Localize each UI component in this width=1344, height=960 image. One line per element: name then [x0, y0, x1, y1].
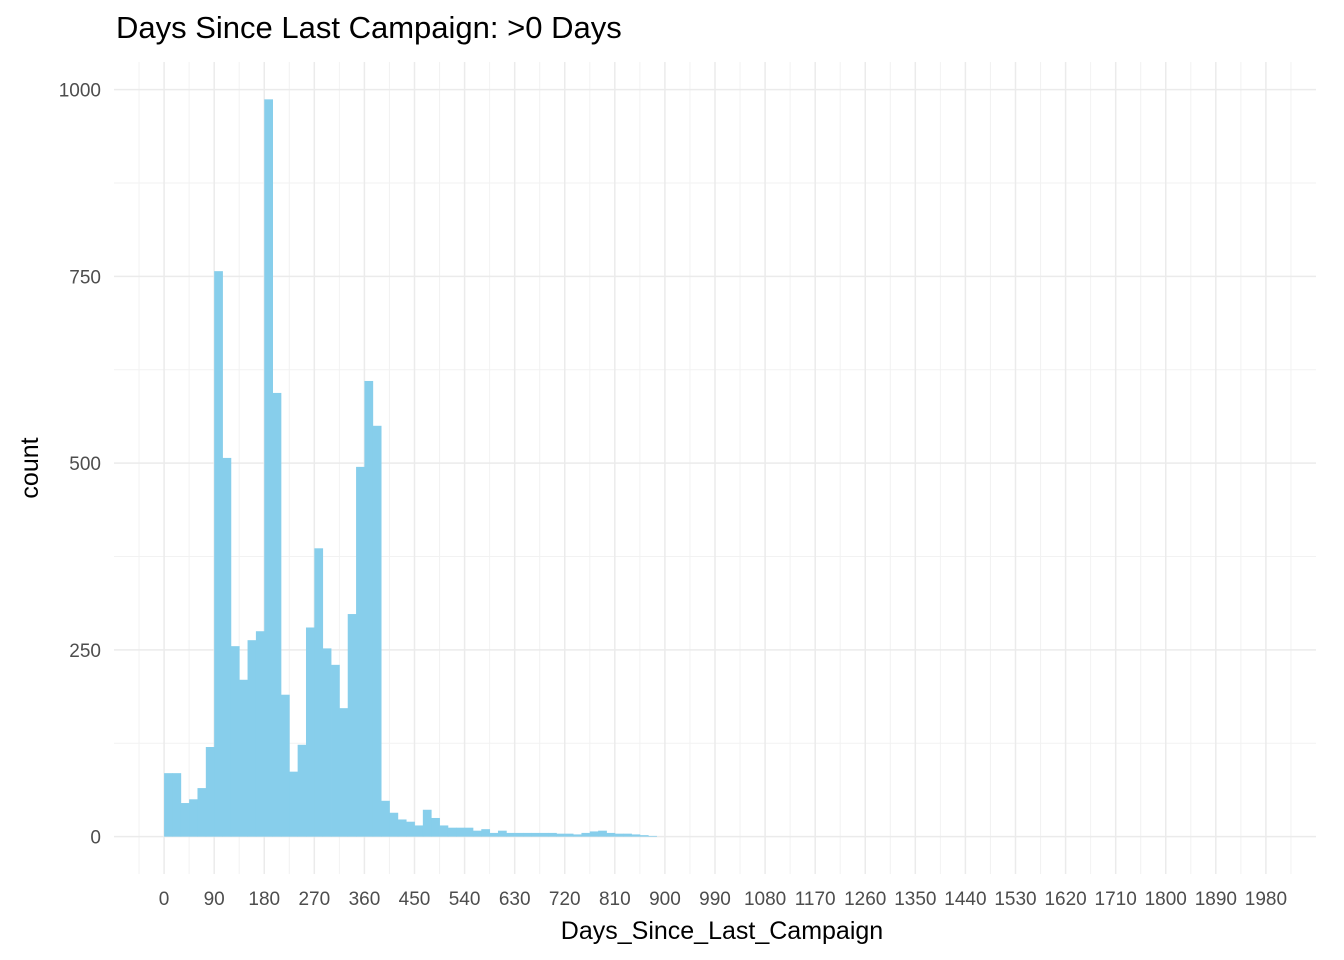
histogram-bar — [639, 835, 649, 837]
x-tick-label: 630 — [499, 889, 531, 910]
histogram-bar — [264, 99, 273, 837]
x-tick-label: 1260 — [844, 889, 886, 910]
histogram-bar — [447, 827, 457, 837]
chart-title: Days Since Last Campaign: >0 Days — [116, 10, 622, 45]
histogram-bar — [589, 831, 599, 837]
histogram-bar — [523, 832, 532, 837]
x-axis-tick-labels: 0 90 180 270 360 450 540 630 720 810 900 990 1080 117… — [159, 889, 1287, 910]
histogram-bar — [397, 819, 407, 837]
grid-major-lines — [114, 62, 1316, 874]
x-tick-label: 1800 — [1145, 889, 1187, 910]
x-tick-label: 450 — [399, 889, 431, 910]
histogram-bar — [280, 694, 290, 837]
x-axis-title: Days_Since_Last_Campaign — [561, 917, 883, 945]
histogram-bar — [364, 380, 374, 837]
histogram-bar — [205, 747, 215, 837]
x-tick-label: 270 — [298, 889, 330, 910]
histogram-bar — [255, 631, 265, 837]
histogram-bar — [456, 827, 465, 837]
histogram-bar — [431, 817, 440, 837]
histogram-bar — [197, 788, 207, 837]
histogram-bar — [439, 825, 449, 837]
histogram-bar — [489, 832, 499, 837]
histogram-bar — [239, 679, 248, 837]
histogram-bar — [230, 646, 240, 837]
y-tick-label: 250 — [69, 641, 101, 662]
histogram-bar — [381, 800, 390, 837]
histogram-bar — [497, 830, 507, 837]
x-tick-label: 180 — [248, 889, 280, 910]
x-tick-label: 1620 — [1044, 889, 1086, 910]
histogram-bar — [305, 627, 315, 837]
x-tick-label: 990 — [699, 889, 731, 910]
y-tick-label: 750 — [69, 267, 101, 288]
histogram-bar — [472, 830, 482, 837]
histogram-bar — [314, 548, 324, 837]
histogram-bar — [514, 832, 524, 837]
histogram-bar — [548, 832, 557, 837]
histogram-bar — [356, 466, 365, 837]
x-tick-label: 90 — [204, 889, 225, 910]
histogram-bar — [164, 773, 173, 837]
x-tick-label: 360 — [349, 889, 381, 910]
histogram-bar — [331, 664, 340, 837]
histogram-bar — [322, 648, 332, 837]
x-tick-label: 720 — [549, 889, 581, 910]
x-tick-label: 0 — [159, 889, 170, 910]
histogram-bar — [556, 833, 566, 837]
histogram-bar — [614, 833, 624, 837]
histogram-bar — [247, 640, 257, 837]
histogram-bars — [164, 99, 657, 837]
x-tick-label: 1890 — [1195, 889, 1237, 910]
histogram-bar — [214, 271, 223, 837]
x-tick-label: 1530 — [994, 889, 1036, 910]
histogram-bar — [648, 835, 657, 837]
histogram-bar — [406, 821, 415, 837]
histogram-bar — [189, 799, 198, 837]
histogram-bar — [172, 773, 182, 837]
y-tick-label: 0 — [90, 828, 101, 849]
x-tick-label: 540 — [449, 889, 481, 910]
x-tick-label: 1980 — [1245, 889, 1287, 910]
y-tick-label: 1000 — [59, 81, 101, 102]
histogram-bar — [598, 830, 607, 837]
histogram-bar — [272, 392, 282, 837]
histogram-bar — [506, 832, 516, 837]
histogram-bar — [573, 834, 582, 837]
histogram-bar — [564, 833, 574, 837]
histogram-bar — [372, 425, 382, 837]
histogram-bar — [481, 829, 491, 837]
y-tick-label: 500 — [69, 454, 101, 475]
histogram-bar — [623, 833, 632, 837]
histogram-bar — [606, 832, 616, 837]
x-tick-label: 900 — [649, 889, 681, 910]
histogram-bar — [289, 771, 299, 837]
x-tick-label: 1080 — [744, 889, 786, 910]
y-axis-title: count — [16, 437, 44, 498]
x-tick-label: 1710 — [1095, 889, 1137, 910]
x-tick-label: 1350 — [894, 889, 936, 910]
histogram-bar — [339, 708, 349, 837]
histogram-bar — [531, 832, 541, 837]
histogram-bar — [180, 803, 190, 837]
histogram-bar — [414, 825, 424, 837]
histogram-bar — [297, 744, 307, 837]
histogram-bar — [631, 834, 641, 837]
histogram-bar — [347, 614, 357, 837]
x-tick-label: 810 — [599, 889, 631, 910]
histogram-bar — [581, 832, 591, 837]
y-axis-tick-labels: 0 250 500 750 1000 — [59, 81, 101, 849]
histogram-bar — [422, 809, 432, 837]
histogram-bar — [539, 832, 549, 837]
x-tick-label: 1440 — [944, 889, 986, 910]
histogram-bar — [222, 457, 232, 837]
histogram-bar — [464, 827, 474, 837]
x-tick-label: 1170 — [795, 889, 836, 910]
histogram-bar — [389, 812, 399, 837]
